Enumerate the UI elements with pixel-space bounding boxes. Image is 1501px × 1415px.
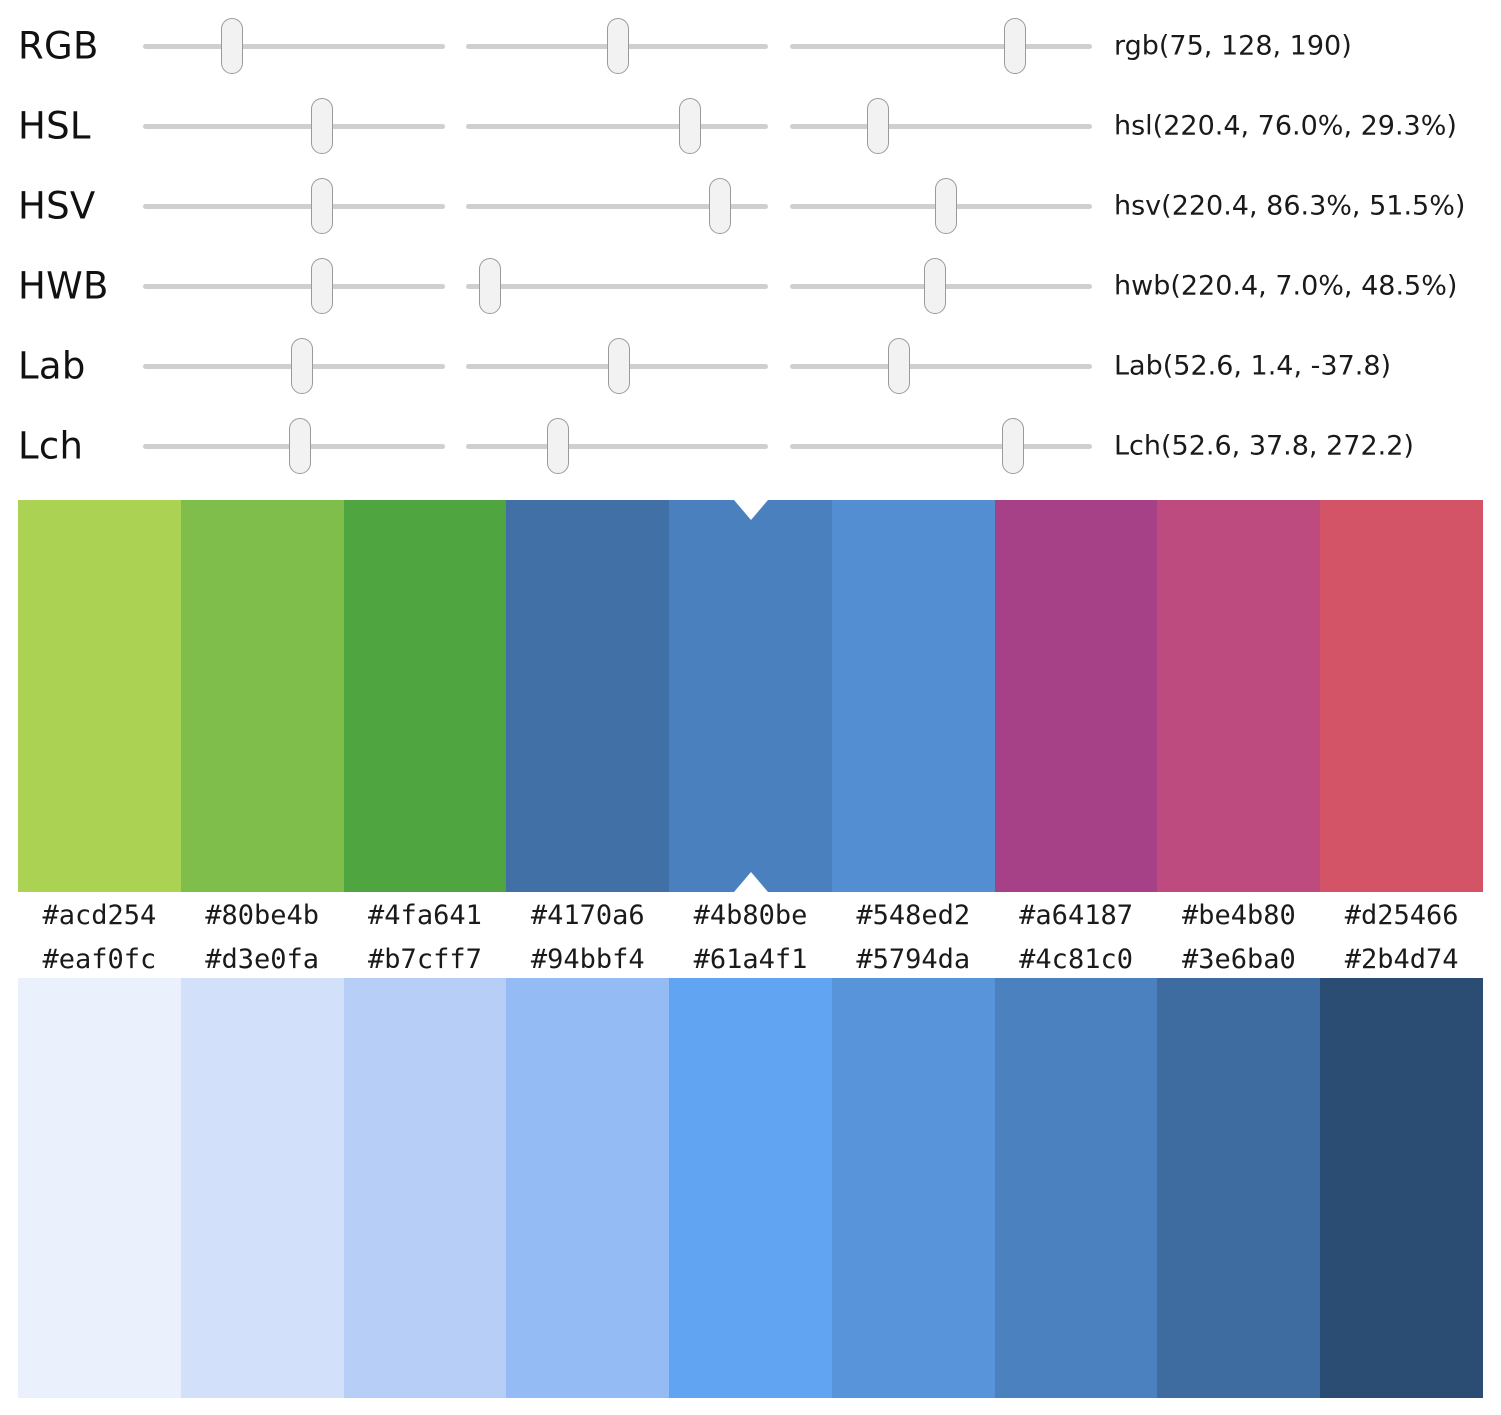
slider-row-rgb: RGB rgb(75, 128, 190): [0, 12, 1501, 80]
slider-track-hsv-saturation[interactable]: [466, 203, 768, 209]
color-value-hwb: hwb(220.4, 7.0%, 48.5%): [1114, 270, 1458, 302]
palette-hex-labels-top: #acd254 #80be4b #4fa641 #4170a6 #4b80be #548e…: [18, 896, 1483, 936]
slider-track-hsv-hue[interactable]: [143, 203, 445, 209]
swatch-hex-label: #d3e0fa: [205, 944, 320, 975]
color-swatch[interactable]: [180, 500, 344, 892]
slider-handle-hwb-blackness[interactable]: [923, 258, 946, 314]
slider-track-group: [0, 332, 1501, 400]
slider-row-lab: Lab Lab(52.6, 1.4, -37.8): [0, 332, 1501, 400]
slider-handle-hsl-saturation[interactable]: [679, 98, 702, 154]
color-swatch[interactable]: [831, 500, 995, 892]
slider-track-rgb-red[interactable]: [143, 43, 445, 49]
slider-handle-hsv-value[interactable]: [934, 178, 957, 234]
swatch-hex-label: #4fa641: [368, 900, 482, 931]
palette-band-top[interactable]: [18, 500, 1484, 892]
slider-handle-hsv-saturation[interactable]: [708, 178, 731, 234]
swatch-hex-label: #2b4d74: [1344, 944, 1459, 975]
swatch-hex-label: #d25466: [1344, 900, 1459, 931]
swatch-hex-label: #a64187: [1019, 900, 1133, 931]
slider-track-group: [0, 252, 1501, 320]
slider-row-hsl: HSL hsl(220.4, 76.0%, 29.3%): [0, 92, 1501, 160]
color-swatch[interactable]: [994, 500, 1158, 892]
color-value-rgb: rgb(75, 128, 190): [1114, 30, 1352, 62]
color-swatch[interactable]: [506, 500, 670, 892]
slider-handle-rgb-green[interactable]: [606, 18, 629, 74]
color-swatch[interactable]: [669, 500, 832, 892]
color-swatch[interactable]: [831, 978, 995, 1398]
slider-handle-hsv-hue[interactable]: [311, 178, 334, 234]
color-swatch[interactable]: [18, 978, 181, 1398]
slider-track-group: [0, 12, 1501, 80]
slider-row-lch: Lch Lch(52.6, 37.8, 272.2): [0, 412, 1501, 480]
swatch-hex-label: #be4b80: [1181, 900, 1296, 931]
swatch-hex-label: #eaf0fc: [42, 944, 157, 975]
slider-row-hwb: HWB hwb(220.4, 7.0%, 48.5%): [0, 252, 1501, 320]
swatch-hex-label: #b7cff7: [368, 944, 482, 975]
slider-track-hsl-saturation[interactable]: [466, 123, 768, 129]
swatch-hex-label: #548ed2: [856, 900, 971, 931]
slider-track-lch-chroma[interactable]: [466, 443, 768, 449]
slider-track-group: [0, 412, 1501, 480]
selected-swatch-marker-bottom-icon: [733, 872, 768, 892]
color-swatch[interactable]: [343, 978, 507, 1398]
palette-band-bottom[interactable]: [18, 978, 1484, 1398]
slider-track-hsl-hue[interactable]: [143, 123, 445, 129]
color-swatch[interactable]: [1320, 500, 1484, 892]
swatch-hex-label: #3e6ba0: [1181, 944, 1296, 975]
slider-handle-lch-chroma[interactable]: [547, 418, 570, 474]
slider-track-group: [0, 92, 1501, 160]
slider-track-hwb-whiteness[interactable]: [466, 283, 768, 289]
color-value-lab: Lab(52.6, 1.4, -37.8): [1114, 350, 1392, 382]
selected-swatch-marker-top-icon: [733, 500, 768, 520]
slider-handle-rgb-blue[interactable]: [1003, 18, 1026, 74]
swatch-hex-label: #94bbf4: [530, 944, 645, 975]
slider-handle-lab-b-axis[interactable]: [887, 338, 910, 394]
swatch-hex-label: #80be4b: [205, 900, 320, 931]
color-swatch[interactable]: [669, 978, 832, 1398]
color-swatch[interactable]: [180, 978, 344, 1398]
slider-handle-rgb-red[interactable]: [220, 18, 243, 74]
color-value-hsl: hsl(220.4, 76.0%, 29.3%): [1114, 110, 1457, 142]
swatch-hex-label: #acd254: [42, 900, 157, 931]
swatch-hex-label: #61a4f1: [693, 944, 808, 975]
swatch-hex-label: #4b80be: [693, 900, 808, 931]
slider-row-hsv: HSV hsv(220.4, 86.3%, 51.5%): [0, 172, 1501, 240]
color-swatch[interactable]: [1157, 500, 1321, 892]
slider-handle-lab-a-axis[interactable]: [607, 338, 630, 394]
slider-handle-hsl-hue[interactable]: [311, 98, 334, 154]
slider-handle-lch-hue[interactable]: [1002, 418, 1025, 474]
color-swatch[interactable]: [18, 500, 181, 892]
palette-hex-labels-bottom: #eaf0fc #d3e0fa #b7cff7 #94bbf4 #61a4f1 #5794…: [18, 940, 1483, 980]
slider-track-rgb-blue[interactable]: [790, 43, 1092, 49]
slider-row-label: Lab: [18, 344, 86, 388]
slider-row-label: RGB: [18, 24, 99, 68]
slider-row-label: HWB: [18, 264, 109, 308]
slider-track-lab-b-axis[interactable]: [790, 363, 1092, 369]
color-value-lch: Lch(52.6, 37.8, 272.2): [1114, 430, 1414, 462]
slider-track-hsl-lightness[interactable]: [790, 123, 1092, 129]
color-swatch[interactable]: [1320, 978, 1484, 1398]
swatch-hex-label: #5794da: [856, 944, 971, 975]
color-model-slider-panel: RGB rgb(75, 128, 190) HSL hsl(220.4, 76.0%,…: [0, 0, 1501, 492]
color-swatch[interactable]: [994, 978, 1158, 1398]
slider-row-label: HSV: [18, 184, 96, 228]
slider-handle-hsl-lightness[interactable]: [867, 98, 890, 154]
swatch-hex-label: #4c81c0: [1019, 944, 1133, 975]
color-swatch[interactable]: [343, 500, 507, 892]
slider-track-lch-hue[interactable]: [790, 443, 1092, 449]
slider-handle-hwb-hue[interactable]: [311, 258, 334, 314]
slider-handle-hwb-whiteness[interactable]: [478, 258, 501, 314]
slider-handle-lch-lightness[interactable]: [289, 418, 312, 474]
slider-handle-lab-lightness[interactable]: [290, 338, 313, 394]
swatch-hex-label: #4170a6: [530, 900, 645, 931]
slider-track-hwb-hue[interactable]: [143, 283, 445, 289]
slider-row-label: HSL: [18, 104, 91, 148]
slider-track-group: [0, 172, 1501, 240]
slider-row-label: Lch: [18, 424, 84, 468]
color-swatch[interactable]: [506, 978, 670, 1398]
color-swatch[interactable]: [1157, 978, 1321, 1398]
color-value-hsv: hsv(220.4, 86.3%, 51.5%): [1114, 190, 1466, 222]
